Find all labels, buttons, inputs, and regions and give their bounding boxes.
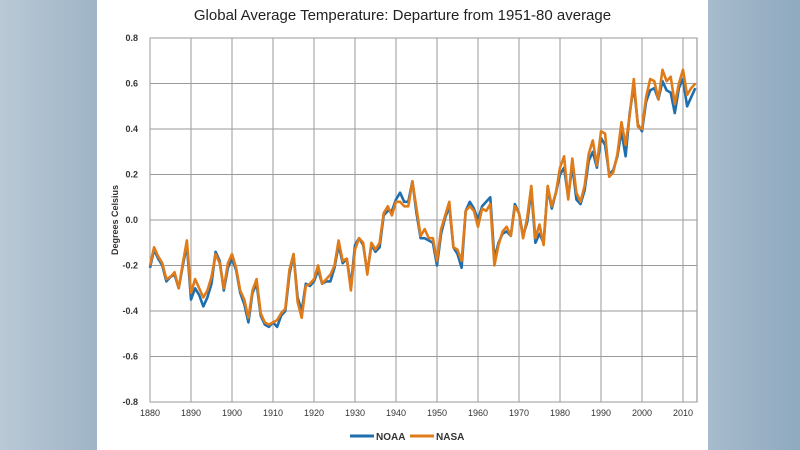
y-tick-label: 0.2 bbox=[125, 170, 138, 180]
x-tick-label: 1960 bbox=[468, 408, 488, 418]
x-tick-label: 1990 bbox=[591, 408, 611, 418]
chart-title: Global Average Temperature: Departure fr… bbox=[193, 7, 612, 24]
x-tick-label: 1940 bbox=[386, 408, 406, 418]
y-tick-label: -0.8 bbox=[122, 397, 138, 407]
x-tick-label: 2000 bbox=[632, 408, 652, 418]
x-tick-label: 1950 bbox=[427, 408, 447, 418]
y-tick-label: 0.4 bbox=[125, 124, 138, 134]
x-tick-label: 1910 bbox=[263, 408, 283, 418]
x-tick-label: 1880 bbox=[140, 408, 160, 418]
legend-label-noaa: NOAA bbox=[376, 432, 405, 443]
x-tick-label: 1980 bbox=[550, 408, 570, 418]
x-tick-label: 1930 bbox=[345, 408, 365, 418]
y-tick-label: -0.2 bbox=[122, 261, 138, 271]
y-tick-label: 0.8 bbox=[125, 33, 138, 43]
y-tick-label: 0.0 bbox=[125, 215, 138, 225]
y-tick-label: -0.6 bbox=[122, 352, 138, 362]
x-tick-label: 1900 bbox=[222, 408, 242, 418]
legend-label-nasa: NASA bbox=[436, 432, 464, 443]
x-tick-label: 1890 bbox=[181, 408, 201, 418]
y-axis-label: Degrees Celsius bbox=[110, 185, 120, 255]
x-tick-label: 1970 bbox=[509, 408, 529, 418]
x-tick-label: 1920 bbox=[304, 408, 324, 418]
y-tick-label: -0.4 bbox=[122, 306, 138, 316]
y-tick-label: 0.6 bbox=[125, 79, 138, 89]
series-line-nasa bbox=[148, 68, 697, 326]
x-tick-label: 2010 bbox=[673, 408, 693, 418]
